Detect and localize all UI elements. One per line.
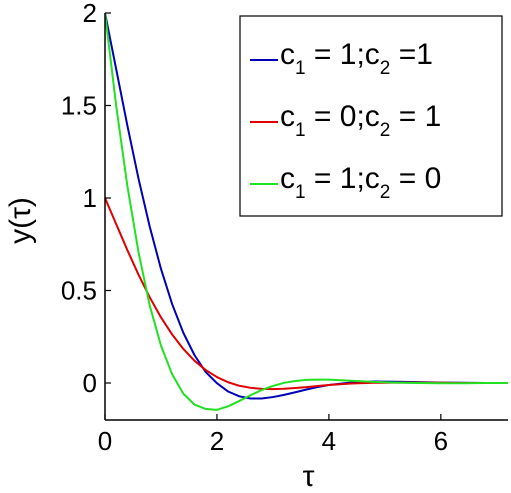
series-group <box>105 13 508 411</box>
legend-box <box>239 15 503 217</box>
y-tick-label: 1.5 <box>61 91 97 121</box>
legend-subscript: 2 <box>380 58 391 79</box>
y-tick-label: 1 <box>83 183 97 213</box>
legend-text-part: = 0;c <box>306 100 380 133</box>
legend-text-part: = 1;c <box>306 38 380 71</box>
legend-subscript: 2 <box>380 120 391 141</box>
x-tick-label: 2 <box>210 426 224 456</box>
legend-text-part: c <box>280 38 295 71</box>
x-tick-label: 4 <box>322 426 336 456</box>
legend-subscript: 1 <box>295 58 306 79</box>
y-axis-label: y(τ) <box>4 197 37 244</box>
y-tick-label: 0.5 <box>61 276 97 306</box>
x-axis-label: τ <box>303 460 315 493</box>
legend: c1 = 1;c2 =1c1 = 0;c2 = 1c1 = 1;c2 = 0 <box>239 15 503 217</box>
legend-label-3: c1 = 1;c2 = 0 <box>280 162 441 203</box>
y-tick-label: 0 <box>83 368 97 398</box>
legend-subscript: 1 <box>295 120 306 141</box>
legend-text-part: c <box>280 100 295 133</box>
series-line-3 <box>105 13 508 411</box>
legend-text-part: = 1 <box>390 100 441 133</box>
legend-text-part: c <box>280 162 295 195</box>
x-tick-label: 0 <box>98 426 112 456</box>
legend-text-part: =1 <box>390 38 433 71</box>
legend-label-2: c1 = 0;c2 = 1 <box>280 100 441 141</box>
legend-label-1: c1 = 1;c2 =1 <box>280 38 433 79</box>
legend-subscript: 2 <box>380 182 391 203</box>
legend-text-part: = 1;c <box>306 162 380 195</box>
x-tick-label: 6 <box>434 426 448 456</box>
y-tick-label: 2 <box>83 0 97 28</box>
series-line-2 <box>105 197 508 391</box>
legend-subscript: 1 <box>295 182 306 203</box>
legend-text-part: = 0 <box>390 162 441 195</box>
